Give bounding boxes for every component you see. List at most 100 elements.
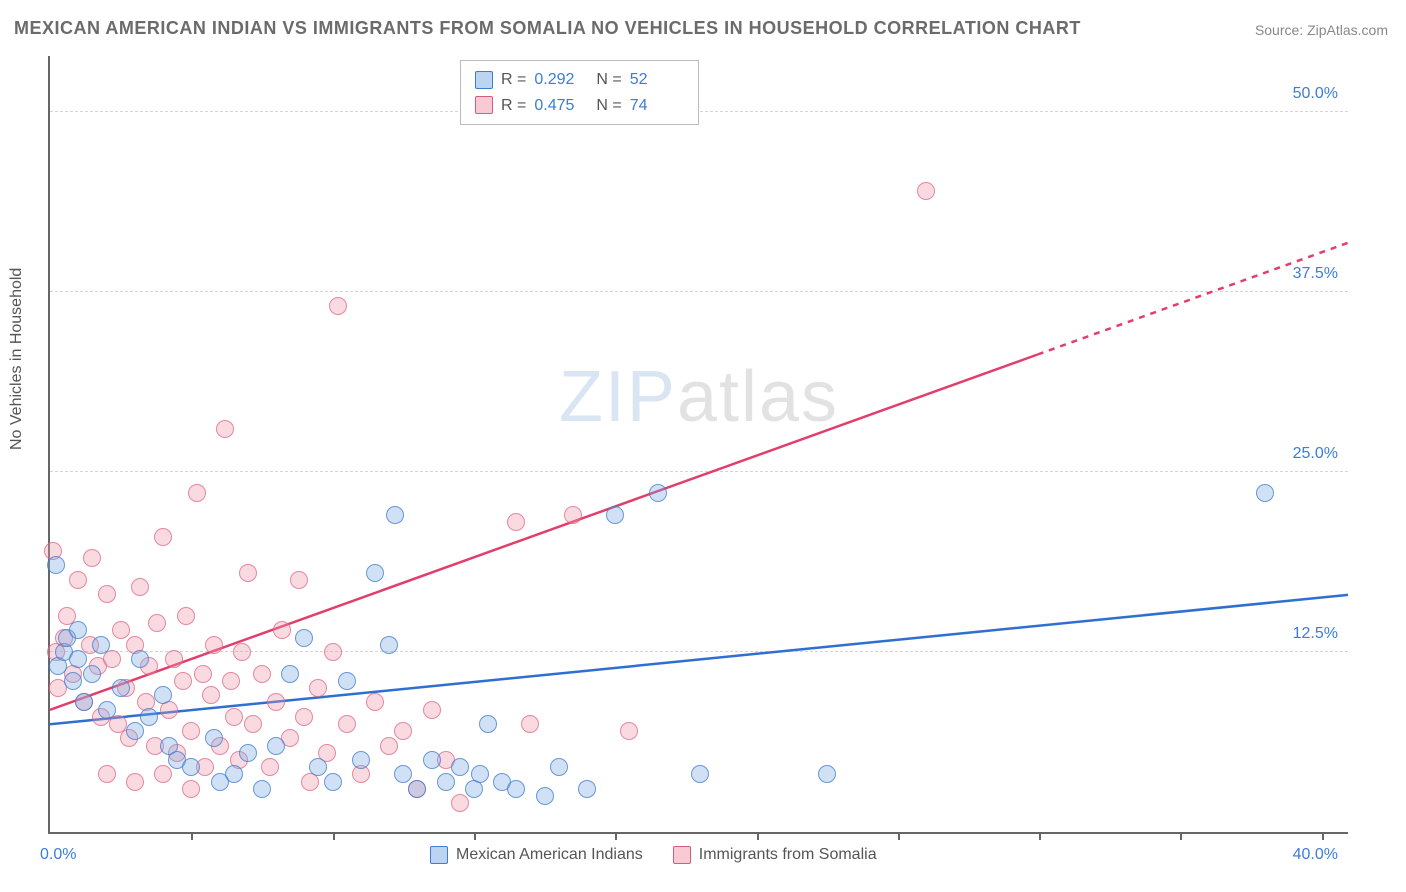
point-mexican-american-indian: [69, 621, 87, 639]
point-somalia: [148, 614, 166, 632]
point-somalia: [69, 571, 87, 589]
legend-swatch-blue: [430, 846, 448, 864]
legend-label: Mexican American Indians: [456, 846, 643, 864]
r-label: R =: [501, 67, 526, 93]
point-mexican-american-indian: [408, 780, 426, 798]
point-somalia: [620, 722, 638, 740]
point-somalia: [244, 715, 262, 733]
y-tick-label: 12.5%: [1293, 625, 1338, 643]
point-somalia: [154, 528, 172, 546]
point-somalia: [205, 636, 223, 654]
n-value: 52: [630, 67, 684, 93]
point-somalia: [222, 672, 240, 690]
point-somalia: [225, 708, 243, 726]
legend-item: Immigrants from Somalia: [673, 846, 877, 864]
point-mexican-american-indian: [281, 665, 299, 683]
point-mexican-american-indian: [437, 773, 455, 791]
point-mexican-american-indian: [98, 701, 116, 719]
point-mexican-american-indian: [352, 751, 370, 769]
point-mexican-american-indian: [267, 737, 285, 755]
y-tick-label: 50.0%: [1293, 85, 1338, 103]
point-mexican-american-indian: [182, 758, 200, 776]
point-somalia: [451, 794, 469, 812]
point-mexican-american-indian: [205, 729, 223, 747]
r-value: 0.475: [534, 93, 588, 119]
x-tick: [191, 832, 193, 840]
watermark: ZIPatlas: [559, 356, 839, 438]
point-somalia: [267, 693, 285, 711]
point-mexican-american-indian: [75, 693, 93, 711]
point-somalia: [126, 773, 144, 791]
point-somalia: [273, 621, 291, 639]
point-somalia: [98, 765, 116, 783]
point-mexican-american-indian: [154, 686, 172, 704]
point-somalia: [380, 737, 398, 755]
point-somalia: [239, 564, 257, 582]
point-mexican-american-indian: [380, 636, 398, 654]
point-somalia: [233, 643, 251, 661]
point-mexican-american-indian: [818, 765, 836, 783]
point-mexican-american-indian: [309, 758, 327, 776]
point-mexican-american-indian: [295, 629, 313, 647]
point-somalia: [83, 549, 101, 567]
x-tick: [1180, 832, 1182, 840]
n-label: N =: [596, 93, 621, 119]
source-label: Source: ZipAtlas.com: [1255, 22, 1388, 38]
x-tick: [757, 832, 759, 840]
stats-legend: R =0.292N =52R =0.475N =74: [460, 60, 699, 125]
legend-swatch-pink: [673, 846, 691, 864]
point-mexican-american-indian: [394, 765, 412, 783]
legend-swatch-pink: [475, 96, 493, 114]
point-mexican-american-indian: [64, 672, 82, 690]
point-mexican-american-indian: [423, 751, 441, 769]
point-somalia: [216, 420, 234, 438]
y-tick-label: 37.5%: [1293, 265, 1338, 283]
point-somalia: [182, 780, 200, 798]
point-mexican-american-indian: [253, 780, 271, 798]
point-somalia: [290, 571, 308, 589]
x-tick: [474, 832, 476, 840]
point-somalia: [165, 650, 183, 668]
x-tick: [1322, 832, 1324, 840]
point-somalia: [507, 513, 525, 531]
point-mexican-american-indian: [324, 773, 342, 791]
point-somalia: [394, 722, 412, 740]
point-somalia: [564, 506, 582, 524]
point-mexican-american-indian: [386, 506, 404, 524]
r-value: 0.292: [534, 67, 588, 93]
point-mexican-american-indian: [471, 765, 489, 783]
point-somalia: [202, 686, 220, 704]
point-somalia: [295, 708, 313, 726]
point-somalia: [324, 643, 342, 661]
legend-item: Mexican American Indians: [430, 846, 643, 864]
point-mexican-american-indian: [691, 765, 709, 783]
watermark-bold: ZIP: [559, 357, 677, 437]
n-label: N =: [596, 67, 621, 93]
stats-row: R =0.475N =74: [475, 93, 684, 119]
point-mexican-american-indian: [140, 708, 158, 726]
point-mexican-american-indian: [92, 636, 110, 654]
watermark-thin: atlas: [677, 357, 839, 437]
point-somalia: [188, 484, 206, 502]
point-somalia: [177, 607, 195, 625]
r-label: R =: [501, 93, 526, 119]
chart-title: MEXICAN AMERICAN INDIAN VS IMMIGRANTS FR…: [14, 18, 1081, 39]
point-somalia: [103, 650, 121, 668]
point-mexican-american-indian: [550, 758, 568, 776]
gridline: [50, 471, 1348, 472]
point-mexican-american-indian: [507, 780, 525, 798]
point-mexican-american-indian: [69, 650, 87, 668]
point-mexican-american-indian: [131, 650, 149, 668]
point-somalia: [329, 297, 347, 315]
point-mexican-american-indian: [112, 679, 130, 697]
y-axis-label: No Vehicles in Household: [8, 268, 26, 450]
x-tick: [615, 832, 617, 840]
point-somalia: [131, 578, 149, 596]
point-somalia: [366, 693, 384, 711]
x-axis-min-label: 0.0%: [40, 846, 76, 864]
legend-label: Immigrants from Somalia: [699, 846, 877, 864]
point-somalia: [112, 621, 130, 639]
point-mexican-american-indian: [83, 665, 101, 683]
point-somalia: [174, 672, 192, 690]
point-mexican-american-indian: [578, 780, 596, 798]
